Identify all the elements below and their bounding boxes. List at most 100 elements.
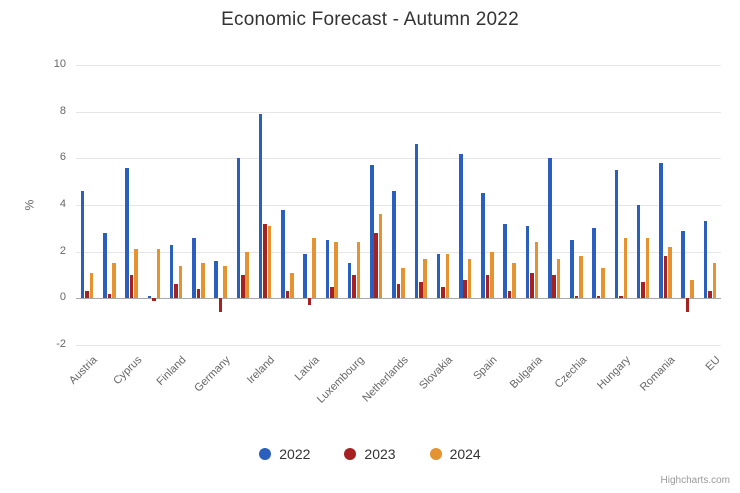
bar-2024-Lithuania[interactable] [334,242,338,299]
bar-2024-Czechia[interactable] [579,256,583,299]
bar-2024-Euro area[interactable] [512,263,516,299]
bar-2023-Germany[interactable] [218,298,223,313]
bar-2023-Finland[interactable] [174,284,178,299]
bar-2022-Poland[interactable] [636,205,641,299]
bar-2023-Sweden[interactable] [685,298,690,313]
bar-2023-Romania[interactable] [663,256,668,299]
x-axis-label-Luxembourg: Luxembourg [314,354,367,406]
bar-2022-Finland[interactable] [169,244,174,299]
bar-2022-Slovenia[interactable] [458,153,463,299]
bar-2023-France[interactable] [196,289,201,299]
bar-2022-Italy[interactable] [281,209,285,299]
bar-2024-Cyprus[interactable] [134,249,138,299]
bar-2023-Luxembourg[interactable] [352,275,356,299]
bar-2022-Czechia[interactable] [570,240,574,299]
bar-2024-Germany[interactable] [223,265,227,299]
bar-2022-Austria[interactable] [80,191,85,299]
bar-2023-Malta[interactable] [374,233,379,299]
bar-2023-Czechia[interactable] [574,296,579,299]
bar-2023-EU[interactable] [708,291,712,299]
bar-2023-Estonia[interactable] [152,298,156,301]
bar-2024-Poland[interactable] [645,237,650,299]
bar-2024-Estonia[interactable] [156,249,161,299]
bar-2022-Lithuania[interactable] [325,240,330,299]
bar-2024-Latvia[interactable] [312,237,316,299]
bar-2022-France[interactable] [192,237,196,299]
bar-2023-Belgium[interactable] [107,293,112,299]
bar-2023-Portugal[interactable] [418,282,423,299]
bar-2024-Luxembourg[interactable] [356,242,361,299]
bar-2022-Portugal[interactable] [414,144,419,299]
bar-2024-Malta[interactable] [378,214,383,299]
x-axis-label-Slovakia: Slovakia [417,354,456,392]
highcharts-credits-link[interactable]: Highcharts.com [660,475,730,486]
bar-2023-Ireland[interactable] [263,223,267,299]
legend-label: 2024 [449,446,481,462]
bar-2024-Ireland[interactable] [267,226,272,299]
legend-item-2024[interactable]: 2024 [429,446,481,462]
legend-item-2023[interactable]: 2023 [344,446,396,462]
bar-2022-Belgium[interactable] [103,233,107,299]
bar-2024-Belgium[interactable] [112,263,116,299]
bar-2024-Croatia[interactable] [556,258,561,299]
x-axis-label-Finland: Finland [154,354,189,388]
bar-2022-Slovakia[interactable] [436,254,441,299]
bar-2023-Poland[interactable] [641,282,645,299]
bar-2024-Romania[interactable] [668,247,672,299]
y-axis-tick-label: 4 [59,198,66,210]
bar-2022-Malta[interactable] [370,165,374,299]
bar-2022-Greece[interactable] [236,158,241,299]
bar-2022-Hungary[interactable] [614,170,619,299]
bar-2024-Hungary[interactable] [623,237,628,299]
bar-2023-Netherlands[interactable] [396,284,401,299]
bar-2023-Latvia[interactable] [307,298,312,306]
bar-2022-Netherlands[interactable] [392,191,396,299]
bar-2024-Spain[interactable] [490,251,494,299]
bar-2023-Croatia[interactable] [552,275,556,299]
bar-2022-Bulgaria[interactable] [525,226,530,299]
legend-marker-icon [429,448,442,460]
bar-2022-Germany[interactable] [214,261,218,299]
bar-2024-Greece[interactable] [245,251,250,299]
bar-2023-Bulgaria[interactable] [530,272,534,299]
bar-2024-Austria[interactable] [89,272,94,299]
bar-2023-Lithuania[interactable] [329,286,334,299]
bar-2024-Sweden[interactable] [690,279,694,299]
bar-2022-Croatia[interactable] [547,158,552,299]
x-axis-label-Romania: Romania [638,354,678,394]
bar-2022-Latvia[interactable] [303,254,307,299]
bar-2024-EU[interactable] [712,263,717,299]
bar-2024-Italy[interactable] [289,272,294,299]
bar-2023-Italy[interactable] [285,291,290,299]
bar-2023-Spain[interactable] [485,275,490,299]
bar-2023-Austria[interactable] [85,291,89,299]
bar-2023-Slovenia[interactable] [463,279,467,299]
bar-2022-Ireland[interactable] [258,114,263,299]
bar-2023-Slovakia[interactable] [441,286,445,299]
bar-2023-Euro area[interactable] [507,291,512,299]
bar-2022-Luxembourg[interactable] [347,263,352,299]
bar-2024-Slovenia[interactable] [467,258,472,299]
bar-2023-Hungary[interactable] [619,296,623,299]
bar-2023-Cyprus[interactable] [129,275,134,299]
bar-2024-Denmark[interactable] [601,268,605,299]
bar-2022-Romania[interactable] [659,163,663,299]
bar-2022-Spain[interactable] [481,193,485,299]
legend-item-2022[interactable]: 2022 [259,446,310,462]
bar-2022-Euro area[interactable] [503,223,508,299]
bar-2024-Finland[interactable] [178,265,183,299]
bar-2023-Denmark[interactable] [596,296,601,299]
bar-2022-EU[interactable] [703,221,708,299]
bar-2024-Netherlands[interactable] [401,268,405,299]
x-axis-label-EU: EU [703,354,723,374]
bar-2024-Bulgaria[interactable] [534,242,539,299]
legend-label: 2022 [279,446,311,462]
bar-2022-Sweden[interactable] [681,230,685,299]
bar-2024-France[interactable] [200,263,205,299]
bar-2024-Portugal[interactable] [423,258,427,299]
bar-2022-Denmark[interactable] [592,228,596,299]
bar-2022-Estonia[interactable] [147,296,152,299]
bar-2023-Greece[interactable] [241,275,245,299]
bar-2022-Cyprus[interactable] [125,167,129,299]
bar-2024-Slovakia[interactable] [445,254,450,299]
